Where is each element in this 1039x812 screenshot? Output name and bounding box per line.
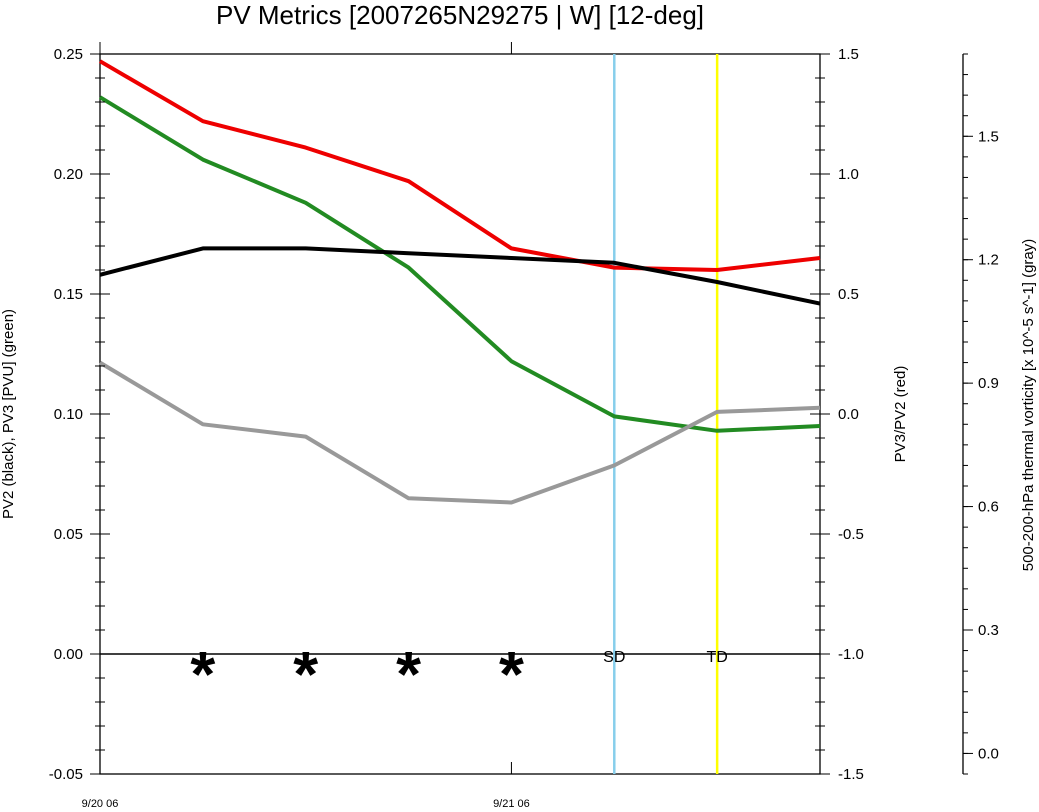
- right-axis-label-red: PV3/PV2 (red): [892, 366, 909, 463]
- left-tick-label: 0.25: [54, 46, 83, 63]
- series-line-0: [98, 59, 821, 272]
- right1-tick-label: 0.0: [838, 406, 859, 423]
- x-tick-label: 9/20 06: [82, 798, 119, 810]
- right-axis-label-gray: 500-200-hPa thermal vorticity [x 10^-5 s…: [1020, 239, 1037, 572]
- chart-title: PV Metrics [2007265N29275 | W] [12-deg]: [216, 0, 704, 30]
- right2-tick-label: 1.5: [978, 128, 999, 145]
- right1-tick-label: -1.5: [838, 766, 864, 783]
- right2-tick-label: 0.6: [978, 499, 999, 516]
- left-tick-label: 0.10: [54, 406, 83, 423]
- left-tick-label: 0.15: [54, 286, 83, 303]
- event-label-0: SD: [603, 649, 625, 666]
- left-tick-label: 0.00: [54, 646, 83, 663]
- storm-marker-2: *: [396, 638, 421, 710]
- left-tick-label: -0.05: [49, 766, 83, 783]
- right2-tick-label: 1.2: [978, 252, 999, 269]
- right1-tick-label: 0.5: [838, 286, 859, 303]
- right1-tick-label: -0.5: [838, 526, 864, 543]
- ticks-layer: -0.05 0.00 0.05 0.10 0.15 0.20 0.25 -1.5 -1.0 -0.…: [49, 42, 999, 810]
- right2-tick-label: 0.9: [978, 375, 999, 392]
- storm-marker-0: *: [190, 638, 215, 710]
- left-tick-label: 0.05: [54, 526, 83, 543]
- x-tick-label: 9/21 06: [493, 798, 530, 810]
- series-line-1: [98, 95, 821, 433]
- event-label-1: TD: [706, 649, 727, 666]
- annotation-layer: * * * * SD TD: [190, 638, 727, 710]
- series-layer: [98, 59, 821, 505]
- storm-marker-1: *: [293, 638, 318, 710]
- right1-tick-label: 1.0: [838, 166, 859, 183]
- series-line-3: [98, 360, 821, 505]
- right2-tick-label: 0.0: [978, 745, 999, 762]
- right1-tick-label: -1.0: [838, 646, 864, 663]
- right2-tick-label: 0.3: [978, 622, 999, 639]
- left-axis-label: PV2 (black), PV3 [PVU] (green): [0, 309, 17, 519]
- series-line-2: [99, 246, 821, 306]
- right1-tick-label: 1.5: [838, 46, 859, 63]
- storm-marker-3: *: [499, 638, 524, 710]
- left-tick-label: 0.20: [54, 166, 83, 183]
